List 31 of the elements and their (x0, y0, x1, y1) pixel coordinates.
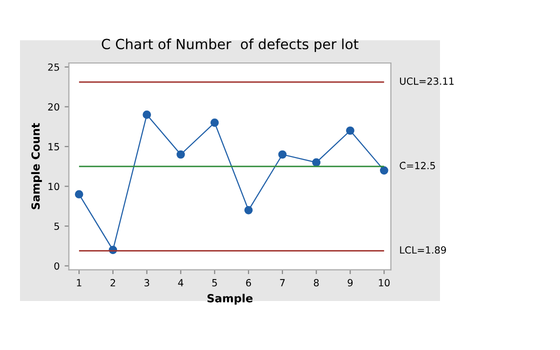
ref-line-label: LCL=1.89 (400, 246, 446, 254)
chart-title: C Chart of Number of defects per lot (102, 38, 358, 52)
y-tick-label: 10 (48, 182, 60, 190)
x-tick-label: 7 (280, 279, 285, 286)
point (346, 126, 354, 135)
y-axis-title: Sample Count (31, 123, 42, 210)
point (176, 150, 185, 159)
x-tick-label: 3 (144, 279, 150, 286)
point (278, 150, 287, 159)
x-axis-title: Sample (207, 294, 253, 305)
x-tick-label: 5 (212, 279, 217, 286)
x-tick-label: 6 (246, 279, 252, 286)
point (312, 158, 320, 167)
y-tick-label: 25 (48, 63, 60, 71)
y-tick-label: 20 (48, 103, 60, 111)
point (380, 166, 388, 175)
y-tick-label: 5 (54, 222, 60, 230)
y-tick-label: 0 (54, 262, 60, 270)
point (244, 206, 253, 214)
x-tick-label: 1 (77, 279, 82, 286)
x-tick-label: 8 (314, 279, 319, 286)
point (210, 118, 219, 127)
x-tick-label: 10 (378, 279, 390, 286)
ref-line-label: UCL=23.11 (400, 77, 454, 85)
x-tick-label: 9 (348, 279, 353, 286)
x-tick-label: 2 (110, 279, 116, 286)
point (142, 110, 152, 119)
x-tick-label: 4 (178, 279, 184, 286)
point (74, 190, 84, 198)
y-tick-label: 15 (48, 143, 60, 150)
ref-line-label: C̄=12.5 (400, 162, 435, 170)
